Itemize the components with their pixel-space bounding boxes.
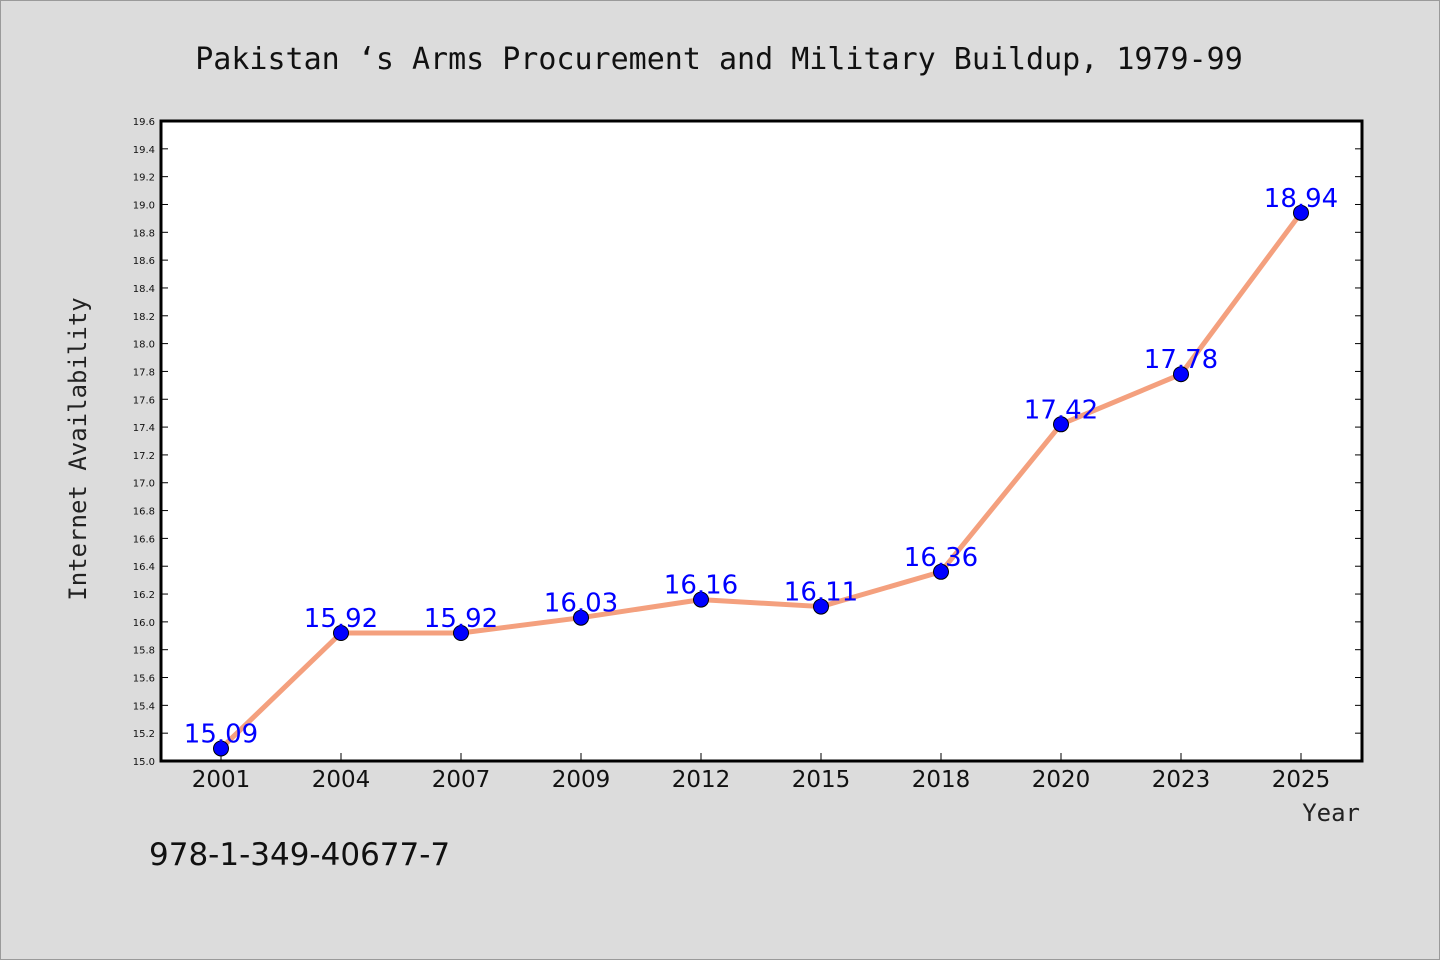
- data-label: 16.36: [904, 543, 978, 573]
- y-tick-label: 17.6: [133, 395, 155, 406]
- data-point: [213, 740, 229, 757]
- data-label: 16.11: [784, 578, 858, 608]
- y-tick-label: 18.4: [133, 284, 155, 295]
- data-label: 15.09: [184, 719, 258, 749]
- y-tick-label: 17.0: [133, 479, 155, 490]
- x-tick-label: 2007: [432, 767, 491, 793]
- y-tick-label: 18.6: [133, 256, 155, 267]
- data-label: 15.92: [424, 604, 498, 634]
- plot-area: [159, 119, 1364, 763]
- chart-title: Pakistan ‘s Arms Procurement and Militar…: [195, 42, 1243, 77]
- x-tick-label: 2023: [1152, 767, 1211, 793]
- y-tick-label: 19.6: [133, 117, 155, 128]
- data-label: 17.42: [1024, 395, 1098, 425]
- y-tick-label: 19.2: [133, 173, 155, 184]
- series-line: [218, 210, 1304, 751]
- y-tick-label: 18.2: [133, 312, 155, 323]
- data-point: [453, 625, 469, 641]
- data-point: [933, 563, 949, 580]
- y-tick-label: 16.2: [133, 590, 155, 601]
- x-axis-title: Year: [1302, 799, 1360, 827]
- isbn-text: 978-1-349-40677-7: [149, 837, 450, 873]
- y-tick-label: 16.0: [133, 618, 155, 629]
- y-tick-label: 19.4: [133, 145, 155, 156]
- data-labels-layer: 15.09 15.92 15.92 16.03 16.16 16.11 16.36 17.42…: [184, 184, 1338, 750]
- data-point: [1053, 416, 1069, 433]
- data-point: [1293, 204, 1309, 221]
- data-label: 16.16: [664, 571, 738, 601]
- data-label: 18.94: [1264, 184, 1338, 214]
- data-point: [1173, 366, 1189, 383]
- y-tick-label: 19.0: [133, 200, 155, 211]
- data-label: 17.78: [1144, 345, 1218, 375]
- series-layer: [213, 204, 1309, 757]
- x-tick-label: 2025: [1272, 767, 1331, 793]
- data-point: [333, 625, 349, 641]
- y-tick-label: 17.8: [133, 367, 155, 378]
- x-tick-label: 2015: [792, 767, 851, 793]
- data-label: 16.03: [544, 589, 618, 619]
- x-tick-label: 2012: [672, 767, 731, 793]
- y-tick-label: 17.2: [133, 451, 155, 462]
- y-axis-title: Internet Availability: [64, 297, 92, 600]
- y-tick-label: 15.8: [133, 646, 155, 657]
- y-tick-label: 18.8: [133, 228, 155, 239]
- x-tick-label: 2004: [312, 767, 371, 793]
- x-tick-label: 2009: [552, 767, 611, 793]
- x-tick-label: 2018: [912, 767, 971, 793]
- data-point: [693, 591, 709, 608]
- y-axis: 15.0 15.2 15.4 15.6 15.8 16.0 16.2 16.4 16.6 16.8…: [133, 117, 1362, 768]
- y-tick-label: 16.4: [133, 562, 155, 573]
- x-tick-label: 2001: [192, 767, 251, 793]
- x-tick-label: 2020: [1032, 767, 1091, 793]
- x-axis: 2001 2004 2007 2009 2012 2015 2018 2020 2023 2025: [192, 753, 1331, 793]
- data-point: [573, 609, 589, 626]
- data-label: 15.92: [304, 604, 378, 634]
- y-tick-label: 18.0: [133, 340, 155, 351]
- y-tick-label: 17.4: [133, 423, 155, 434]
- y-tick-label: 16.6: [133, 534, 155, 545]
- y-tick-label: 16.8: [133, 507, 155, 518]
- y-tick-label: 15.0: [133, 757, 155, 768]
- data-point: [813, 598, 829, 615]
- y-tick-label: 15.2: [133, 729, 155, 740]
- y-tick-label: 15.4: [133, 701, 155, 712]
- y-tick-label: 15.6: [133, 674, 155, 685]
